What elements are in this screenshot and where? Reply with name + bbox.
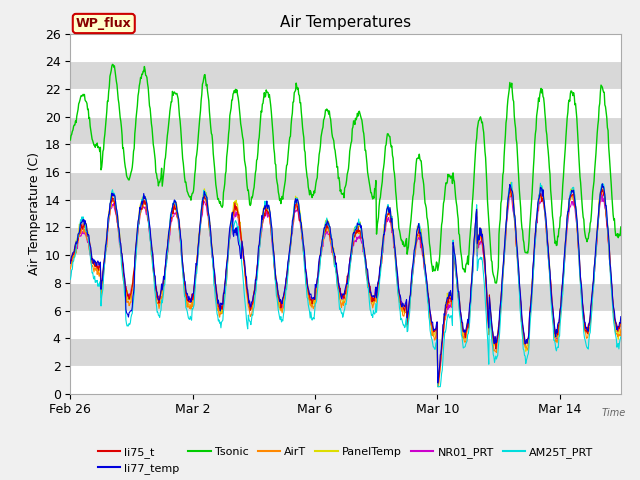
Title: Air Temperatures: Air Temperatures	[280, 15, 411, 30]
Bar	[70, 89, 621, 117]
Bar	[70, 311, 621, 338]
Bar	[70, 228, 621, 255]
Bar	[70, 283, 621, 311]
Bar	[70, 61, 621, 89]
Bar	[70, 172, 621, 200]
Text: WP_flux: WP_flux	[76, 17, 132, 30]
Bar	[70, 200, 621, 228]
Y-axis label: Air Temperature (C): Air Temperature (C)	[28, 152, 40, 275]
Text: Time: Time	[602, 408, 627, 418]
Bar	[70, 144, 621, 172]
Bar	[70, 117, 621, 144]
Bar	[70, 338, 621, 366]
Bar	[70, 366, 621, 394]
Bar	[70, 34, 621, 61]
Legend: li75_t, li77_temp, Tsonic, AirT, PanelTemp, NR01_PRT, AM25T_PRT: li75_t, li77_temp, Tsonic, AirT, PanelTe…	[93, 443, 598, 479]
Bar	[70, 255, 621, 283]
